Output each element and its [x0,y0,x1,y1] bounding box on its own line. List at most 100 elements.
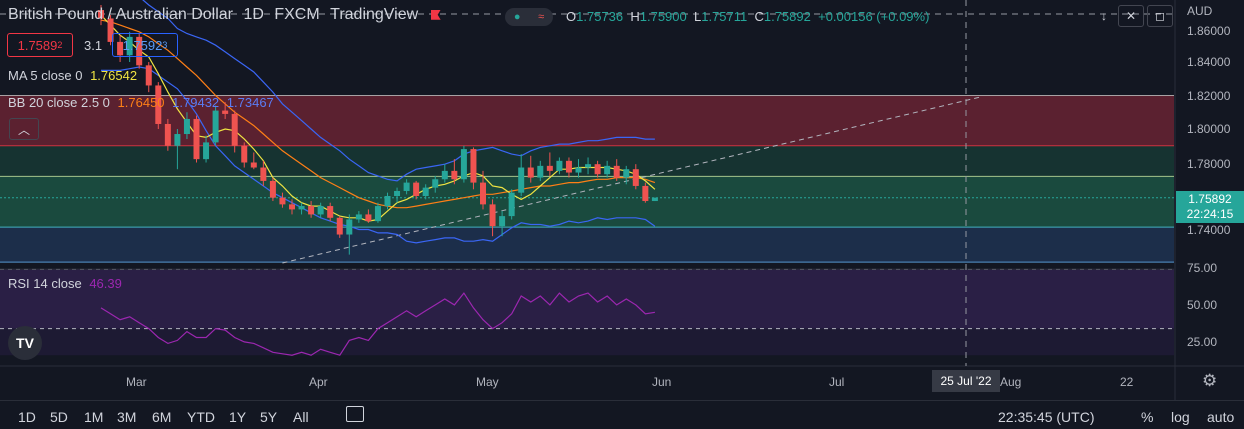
candle-body [174,134,181,146]
candle-body [604,165,611,175]
candle-body [164,123,171,146]
candle-body [480,182,486,205]
tradingview-logo-icon[interactable]: TV [8,326,42,360]
candle-body [556,160,563,171]
support-zone [0,227,1174,263]
interval-label: 1D [243,6,264,23]
utc-clock[interactable]: 22:35:45 (UTC) [998,409,1095,425]
candle-body [527,167,534,178]
candle-body [432,179,439,188]
candle-body [470,149,477,183]
candle-body [613,165,620,178]
candle-body [575,167,582,173]
bb-basis-value: 1.76450 [117,95,165,110]
settings-gear-icon[interactable]: ⚙ [1202,371,1218,390]
bb-lower-line [101,66,656,244]
candle-body [585,164,592,168]
candle-body [489,204,496,227]
close-value: 1.75892 [763,9,811,24]
collapse-legend-button[interactable]: ︿ [9,118,39,140]
candle-body [518,167,525,193]
price-tick: 1.78000 [1187,157,1231,171]
candle-body [365,214,372,222]
candle-body [289,204,295,210]
buy-button[interactable]: 1.7592 3 [112,33,178,57]
auto-scale-toggle[interactable]: auto [1207,409,1235,425]
scroll-down-button[interactable]: ↓ [1101,9,1107,23]
candle-body [241,145,248,163]
market-status-pill[interactable]: ● ≈ [505,8,553,26]
candle-body [594,164,601,175]
time-tick: Jul [829,375,845,389]
fullscreen-button[interactable]: ✕ [1118,5,1144,27]
high-value: 1.75900 [639,9,687,24]
timeframe-1m[interactable]: 1M [84,409,104,425]
candle-body [222,110,229,114]
candle-body [117,41,124,56]
ma-legend-value: 1.76542 [90,68,138,83]
candle-body [317,206,324,215]
status-wave-icon: ≈ [538,11,545,23]
candle-body [623,169,630,178]
time-tick: May [476,375,499,389]
rsi-band [0,269,1174,329]
price-tick: 1.74000 [1187,223,1231,237]
timeframe-5y[interactable]: 5Y [260,409,278,425]
timeframe-1d[interactable]: 1D [18,409,36,425]
candle-body [193,118,200,160]
rsi-line [100,292,655,356]
time-tick: Apr [309,375,328,389]
bb-lower-value: 1.73467 [226,95,274,110]
bb-legend-label: BB 20 close 2.5 0 [8,95,110,110]
percent-scale-toggle[interactable]: % [1141,409,1154,425]
price-chart[interactable] [0,0,1244,400]
ma-legend[interactable]: MA 5 close 0 1.76542 [8,68,137,83]
candle-body [260,167,267,181]
last-price-value: 1.75892 [1188,192,1232,206]
ohlc-values: O1.75736 H1.75900 L1.75711 C1.75892 +0.0… [566,9,929,24]
ask-price: 1.7592 [122,37,163,53]
ma-legend-label: MA 5 close 0 [8,68,83,83]
rsi-legend[interactable]: RSI 14 close 46.39 [8,276,122,291]
last-price-label: 1.75892 22:24:15 [1176,191,1244,223]
timeframe-3m[interactable]: 3M [117,409,137,425]
candle-body [384,196,391,207]
candle-body [413,182,420,196]
candle-body [136,36,143,66]
goto-date-calendar-icon[interactable] [346,406,364,422]
candle-body [308,206,315,215]
candle-body [632,169,639,186]
timeframe-6m[interactable]: 6M [152,409,172,425]
log-scale-toggle[interactable]: log [1171,409,1190,425]
candle-body [203,142,210,160]
candle-body [346,219,353,235]
candle-body [183,118,190,135]
price-tick: 1.80000 [1187,122,1231,136]
candle-body [499,216,506,227]
crosshair-date-label: 25 Jul '22 [932,370,1000,392]
candle-body [394,190,401,196]
timeframe-all[interactable]: All [293,409,309,425]
timeframe-1y[interactable]: 1Y [229,409,247,425]
sell-button[interactable]: 1.7589 2 [7,33,73,57]
flag-icon[interactable] [430,9,441,20]
bb-legend[interactable]: BB 20 close 2.5 0 1.76450 1.79432 1.7346… [8,95,274,110]
dot-icon: ● [513,11,521,23]
candle-body [460,149,467,180]
candle-body [422,187,429,196]
open-value: 1.75736 [576,9,624,24]
symbol-legend[interactable]: British Pound / Australian Dollar 1D FXC… [8,6,441,24]
time-tick: Jun [652,375,672,389]
candle-body [212,110,219,143]
candle-body [155,85,162,124]
timeframe-ytd[interactable]: YTD [187,409,215,425]
candle-body [327,206,334,218]
time-tick: 22 [1120,375,1134,389]
rsi-tick: 25.00 [1187,335,1218,349]
timeframe-5d[interactable]: 5D [50,409,68,425]
low-value: 1.75711 [701,9,748,24]
candle-body [374,206,381,222]
rsi-lower-band [0,328,1174,356]
screenshot-button[interactable]: ◻ [1147,5,1173,27]
candle-body [651,197,658,202]
